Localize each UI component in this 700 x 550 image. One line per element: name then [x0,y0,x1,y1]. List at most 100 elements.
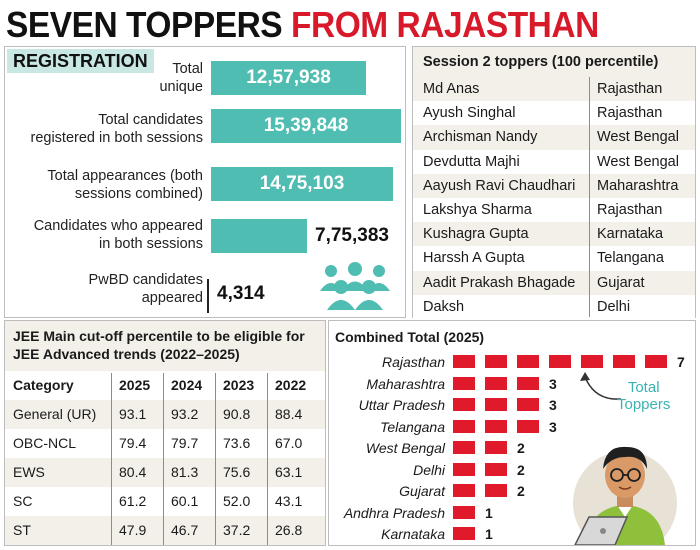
registration-value: 14,75,103 [259,173,345,194]
cutoff-value-cell: 73.6 [223,435,251,451]
cutoff-row: EWS 80.4 81.3 75.6 63.1 [5,458,325,487]
chart-bar-unit [517,376,539,390]
chart-bar-unit [453,355,475,368]
registration-bar [211,109,401,143]
chart-category-label: Uttar Pradesh [358,397,445,413]
chart-bar-unit [485,462,507,476]
chart-bar-unit [613,355,635,368]
cutoff-row: SC 61.2 60.1 52.0 43.1 [5,487,325,516]
registration-label-line1: Total [172,61,203,77]
chart-bar-unit [453,441,475,454]
cutoff-value-cell: 93.2 [171,406,199,422]
chart-bar-unit [549,355,571,368]
chart-bar-unit [485,484,507,497]
cutoff-value-cell: 46.7 [171,522,199,538]
combined-total-panel: Combined Total (2025) Rajasthan 7 Maharash… [328,320,696,546]
registration-value: 7,75,383 [315,225,389,246]
chart-bar-unit [485,355,507,368]
chart-bar-unit [485,441,507,454]
registration-label-line1: PwBD candidates [88,272,203,288]
title-part-2: FROM RAJASTHAN [291,4,599,45]
topper-state: Karnataka [597,226,664,243]
cutoff-value-cell: 2024 [171,377,203,393]
cutoff-value-cell: 80.4 [119,464,147,480]
session2-column-divider [589,77,590,317]
cutoff-header-row: Category 2025 2024 2023 2022 [5,371,325,400]
chart-value-label: 7 [677,354,685,370]
chart-bar-unit [485,376,507,390]
topper-name: Archisman Nandy [423,129,538,146]
cutoff-column-divider [111,373,112,545]
cutoff-row: ST 47.9 46.7 37.2 26.8 [5,516,325,545]
registration-bar [211,61,366,95]
topper-name: Harssh A Gupta [423,250,525,267]
topper-row: Archisman Nandy West Bengal [413,125,695,150]
topper-name: Devdutta Majhi [423,153,520,170]
chart-category-label: Andhra Pradesh [343,504,445,521]
topper-state: Gujarat [597,274,645,291]
session2-heading: Session 2 toppers (100 percentile) [413,47,695,77]
topper-state: Rajasthan [597,81,663,97]
topper-row: Daksh Delhi [413,294,695,320]
title-part-1: SEVEN TOPPERS [6,4,283,45]
registration-value: 4,314 [217,283,265,304]
registration-label-line2: registered in both sessions [30,130,204,146]
category-cell: General (UR) [13,406,97,422]
cutoff-value-cell: 63.1 [275,464,303,480]
cutoff-value-cell: 2022 [275,377,307,393]
chart-category-label: West Bengal [365,440,445,456]
chart-category-label: Karnataka [381,526,445,542]
topper-name: Aadit Prakash Bhagade [423,274,576,291]
chart-value-label: 3 [549,375,557,392]
cutoff-value-cell: 26.8 [275,522,303,538]
cutoff-value-cell: 61.2 [119,493,147,509]
cutoff-heading: JEE Main cut-off percentile to be eligib… [5,321,325,371]
total-toppers-annotation: Total Toppers [617,379,671,413]
chart-bar-unit [517,355,539,368]
topper-state: West Bengal [597,129,679,146]
registration-label-line2: in both sessions [99,236,203,252]
chart-value-label: 1 [485,504,493,521]
chart-value-label: 2 [517,483,525,499]
category-cell: SC [13,493,33,509]
chart-bar-unit [453,462,475,476]
people-group-icon [320,262,390,310]
chart-bar-unit [453,484,475,497]
registration-label-line2: sessions combined) [74,186,203,202]
cutoff-panel: JEE Main cut-off percentile to be eligib… [4,320,326,546]
chart-bar-unit [517,419,539,433]
topper-row: Lakshya Sharma Rajasthan [413,198,695,223]
chart-category-label: Rajasthan [381,354,445,370]
chart-bar-unit [453,376,475,390]
topper-row: Aayush Ravi Chaudhari Maharashtra [413,173,695,199]
chart-bar-unit [485,419,507,433]
cutoff-value-cell: 2025 [119,377,151,393]
category-cell: ST [13,522,31,538]
topper-name: Kushagra Gupta [423,226,529,243]
chart-title: Combined Total (2025) [335,329,485,345]
cutoff-value-cell: 67.0 [275,435,303,451]
registration-row-label: Total unique [159,60,203,96]
category-cell: OBC-NCL [13,435,77,451]
chart-value-label: 3 [549,418,557,435]
chart-category-label: Telangana [380,418,445,435]
student-laptop-illustration [573,446,677,545]
registration-panel: REGISTRATION Total unique 12,57,938 Total c… [4,46,406,318]
topper-name: Lakshya Sharma [423,202,532,218]
chart-value-label: 1 [485,526,493,542]
registration-bar [211,219,307,253]
registration-label-line2: appeared [141,290,203,306]
chart-bar-unit [581,355,603,368]
registration-label-line1: Total candidates [98,112,203,128]
cutoff-row: OBC-NCL 79.4 79.7 73.6 67.0 [5,429,325,458]
cutoff-value-cell: 79.4 [119,435,147,451]
pwbd-marker-line [207,279,209,313]
category-cell: EWS [13,464,45,480]
topper-row: Devdutta Majhi West Bengal [413,149,695,175]
cutoff-value-cell: 93.1 [119,406,147,422]
chart-category-label: Maharashtra [366,375,445,392]
registration-row-label: Candidates who appeared in both sessions [34,217,203,253]
chart-bar-unit [485,398,507,411]
chart-category-label: Gujarat [399,483,445,499]
chart-value-label: 2 [517,440,525,456]
